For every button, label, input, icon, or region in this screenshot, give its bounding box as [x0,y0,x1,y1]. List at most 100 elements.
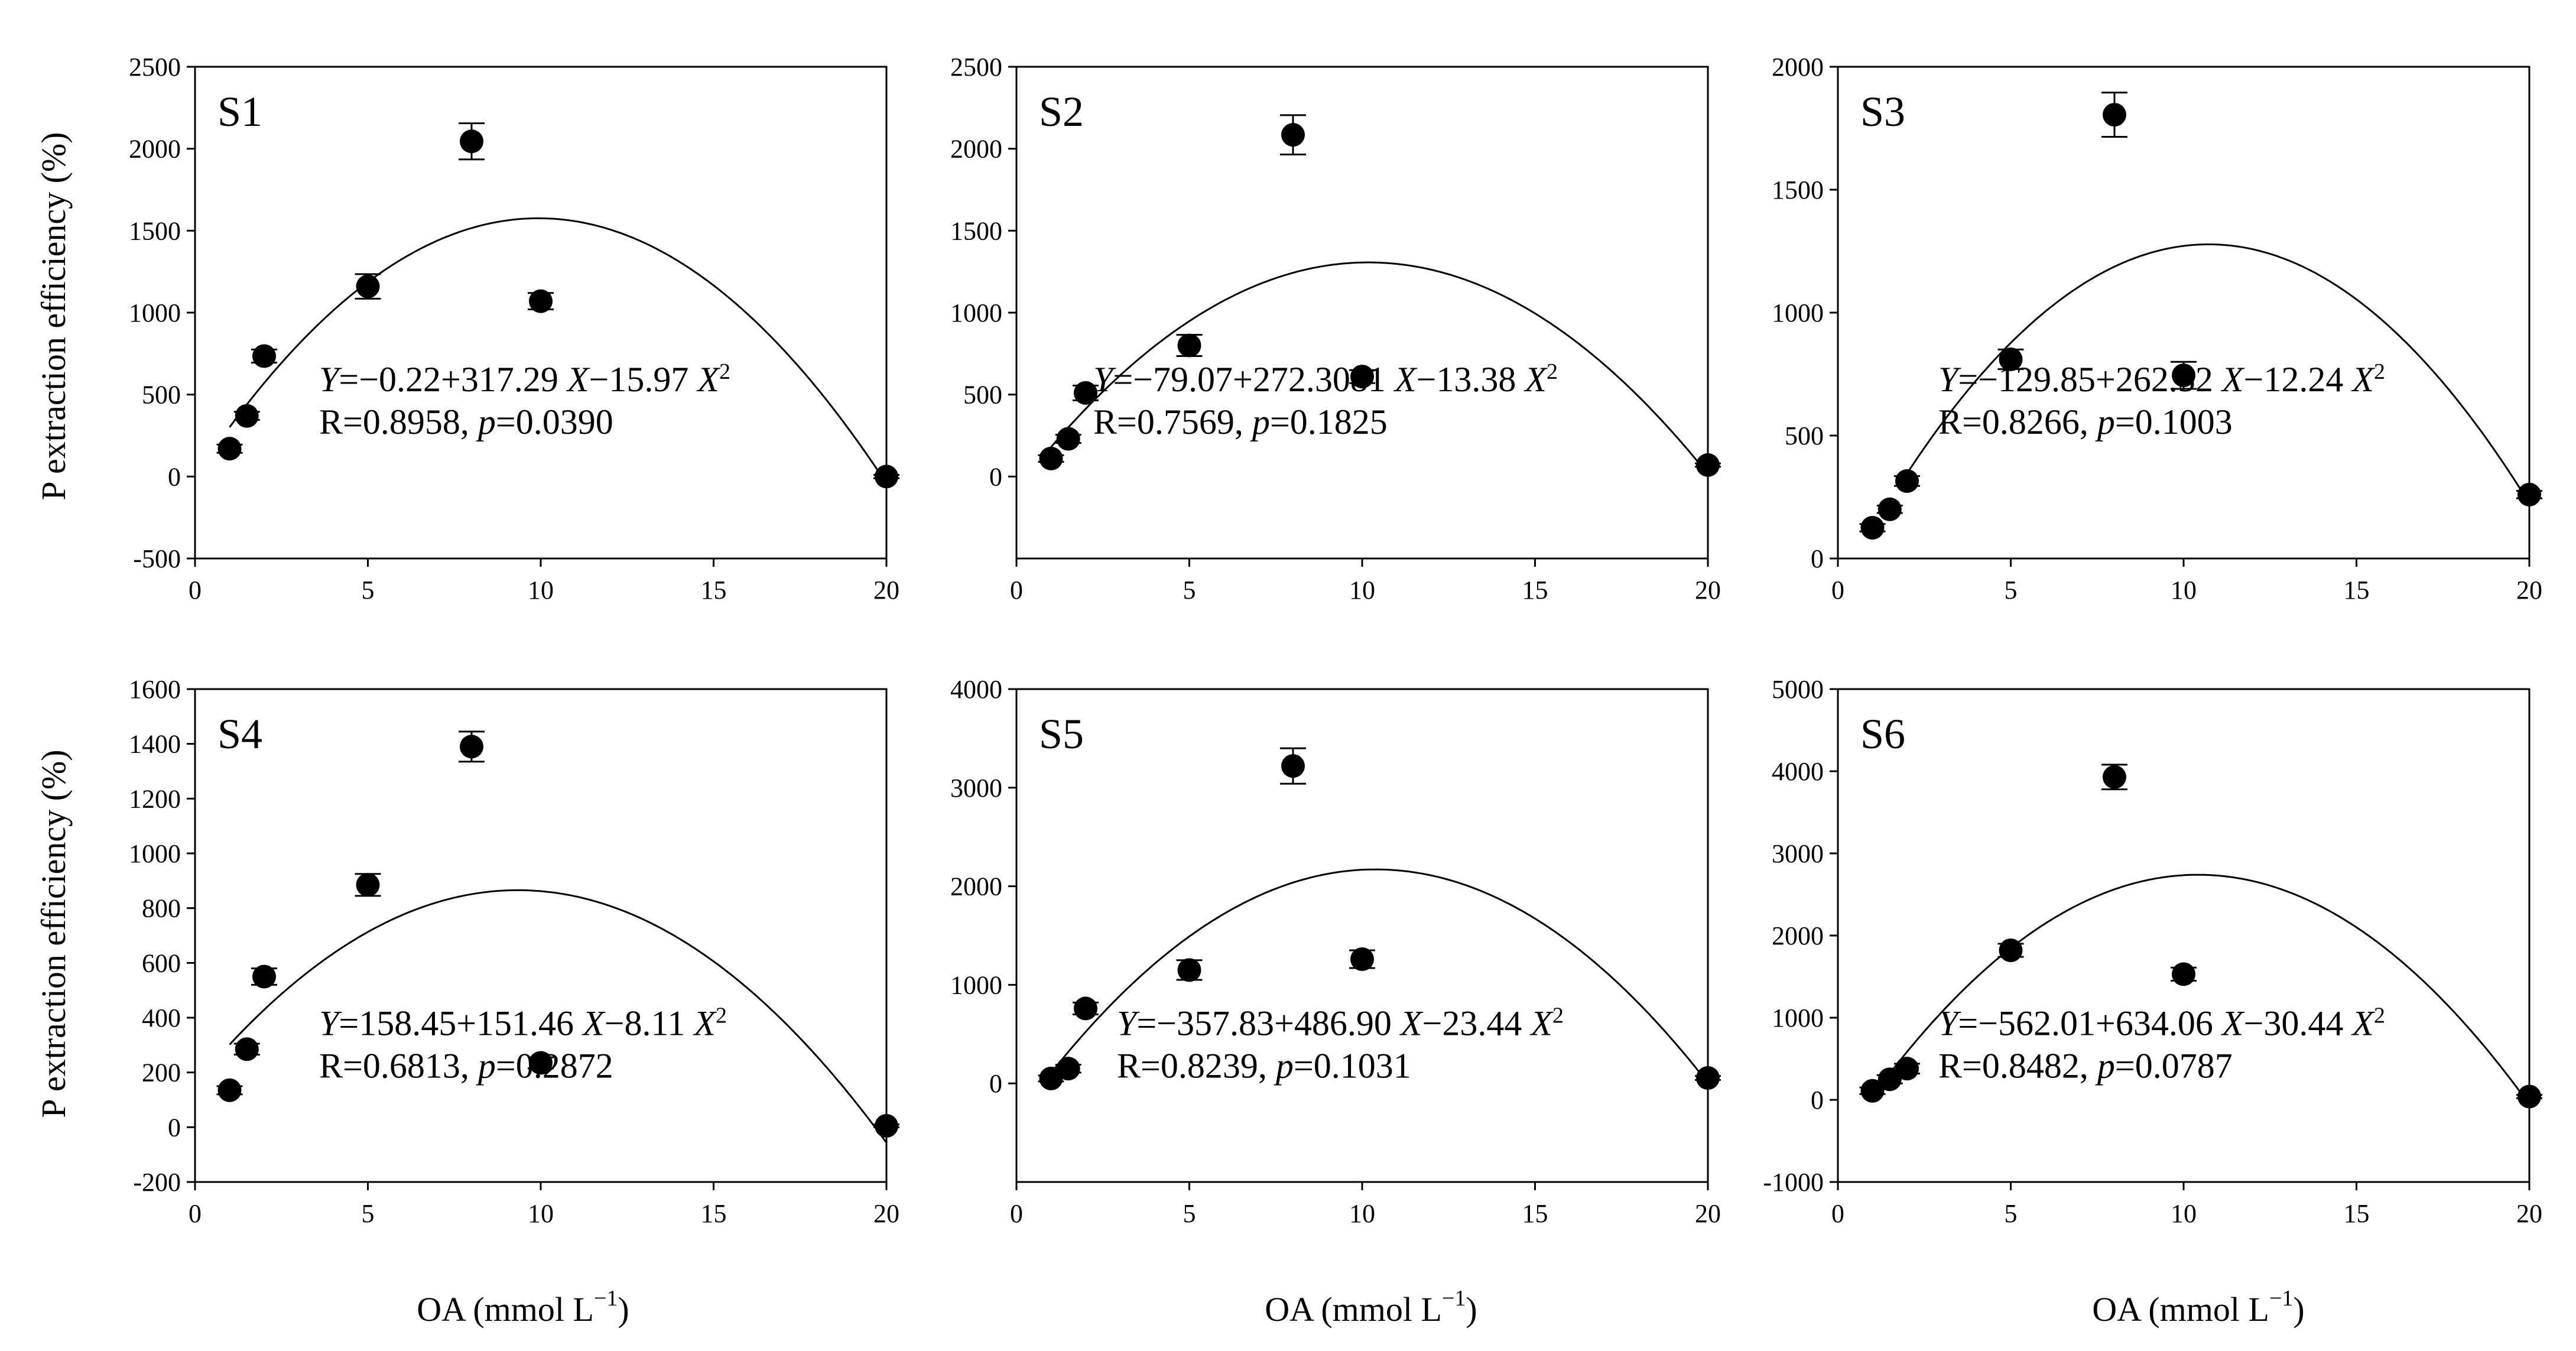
data-point [2517,1084,2541,1109]
y-tick-label: 2000 [1772,921,1824,950]
statistics-p-value: =0.0787 [2115,1046,2233,1085]
x-tick-label: 0 [1831,1199,1844,1228]
data-point [1999,348,2023,372]
fit-statistics: R=0.7569, p=0.1825 [1093,402,1388,441]
y-tick-label: -200 [133,1168,181,1197]
x-axis-label-col2: OA (mmol L−1) [1265,1286,1477,1329]
x-axis-label-col3: OA (mmol L−1) [2092,1286,2304,1329]
equation-coefficients: =−0.22+317.29 [339,360,567,399]
data-point [875,465,898,489]
data-point [1056,1057,1080,1081]
statistics-r-value: R=0.8482, [1938,1046,2097,1085]
x-tick-label: 15 [1522,1199,1548,1228]
y-tick-label: 500 [963,381,1002,410]
equation-quadratic-coefficient: −23.44 [1422,1003,1531,1043]
data-point [1074,996,1097,1021]
y-tick-label: 2000 [950,872,1002,901]
x-tick-label: 15 [2344,576,2370,605]
y-tick-label: 1500 [1772,176,1824,204]
data-point [2172,363,2195,388]
fit-equation: Y=−129.85+262.52 X−12.24 X2 [1938,359,2385,399]
panel-label: S2 [1039,88,1084,135]
data-point [1039,446,1063,470]
data-point [2517,482,2541,506]
x-tick-label: 15 [1522,576,1548,605]
equation-x-symbol: X [696,360,720,399]
x-tick-label: 5 [362,576,375,605]
data-point [1696,1066,1720,1090]
equation-x-symbol: X [582,1003,606,1043]
data-point [235,404,259,428]
data-point [460,129,483,154]
x-tick-label: 5 [1183,576,1196,605]
x-tick-label: 10 [528,1199,554,1228]
statistics-p-symbol: p [1274,1046,1294,1085]
fit-curve [229,889,888,1144]
y-tick-label: 1500 [950,216,1002,245]
y-tick-label: -1000 [1763,1168,1824,1197]
equation-y-symbol: Y [1093,360,1116,399]
x-axis-label-close: ) [618,1290,629,1329]
data-point [1074,381,1097,405]
fit-curve [1872,873,2530,1105]
panel-label: S4 [217,710,262,758]
data-point [1860,516,1885,540]
x-tick-label: 20 [873,576,899,605]
x-tick-label: 10 [2171,1199,2197,1228]
y-tick-label: 500 [1785,421,1824,450]
equation-y-symbol: Y [1938,1003,1961,1043]
y-tick-label: 500 [142,381,181,410]
equation-quadratic-coefficient: −13.38 [1417,360,1525,399]
panel-s5: 0 1000 2000 3000 4000 0 5 10 15 20 S5 Y=−357.83+486… [950,675,1721,1228]
x-axis-label-superscript: −1 [1442,1286,1466,1311]
x-tick-label: 5 [2005,576,2018,605]
data-point [1056,427,1080,451]
panel-s1: -500 0 500 1000 1500 2000 2500 0 5 10 15 20 S1 Y=−0.2… [129,53,899,605]
data-point [1895,469,1919,493]
data-point [217,1078,242,1102]
fit-statistics: R=0.6813, p=0.2872 [319,1046,613,1085]
fit-curve [1901,243,2530,504]
statistics-p-value: =0.1825 [1270,402,1388,441]
data-point [529,1051,553,1075]
fit-equation: Y=−357.83+486.90 X−23.44 X2 [1117,1003,1564,1043]
x-tick-label: 0 [1010,1199,1023,1228]
y-tick-label: 2500 [129,53,181,82]
data-point [252,964,276,989]
fit-curve [229,217,888,484]
x-tick-label: 0 [1831,576,1844,605]
y-tick-label: 0 [989,1069,1002,1098]
y-tick-label: 1000 [950,298,1002,327]
statistics-p-value: =0.2872 [496,1046,613,1085]
data-point [1177,333,1201,358]
equation-x-symbol: X [2351,360,2375,399]
data-point [2103,765,2126,789]
y-tick-label: 2000 [950,135,1002,164]
data-point [1895,1057,1919,1081]
y-tick-label: 0 [989,462,1002,491]
equation-x-symbol: X [2221,360,2245,399]
equation-coefficients: =−79.07+272.3081 [1113,360,1395,399]
x-axis-label-superscript: −1 [594,1286,618,1311]
x-tick-label: 10 [528,576,554,605]
equation-quadratic-coefficient: −30.44 [2244,1003,2353,1043]
equation-quadratic-coefficient: −12.24 [2244,360,2353,399]
x-axis-label-text: OA (mmol L [1265,1290,1442,1329]
x-axis-label-text: OA (mmol L [2092,1290,2269,1329]
statistics-p-symbol: p [2095,1046,2115,1085]
fit-equation: Y=−562.01+634.06 X−30.44 X2 [1938,1003,2385,1043]
data-point [1281,123,1305,147]
equation-x-symbol: X [1393,360,1418,399]
fit-curve [1050,261,1709,475]
panel-label: S3 [1860,88,1905,135]
statistics-p-symbol: p [1250,402,1270,441]
equation-y-symbol: Y [1117,1003,1140,1043]
y-tick-label: 3000 [950,774,1002,803]
fit-equation: Y=−79.07+272.3081 X−13.38 X2 [1093,359,1558,399]
equation-x-symbol: X [566,360,590,399]
data-point [356,274,380,298]
statistics-r-value: R=0.8266, [1938,402,2097,441]
